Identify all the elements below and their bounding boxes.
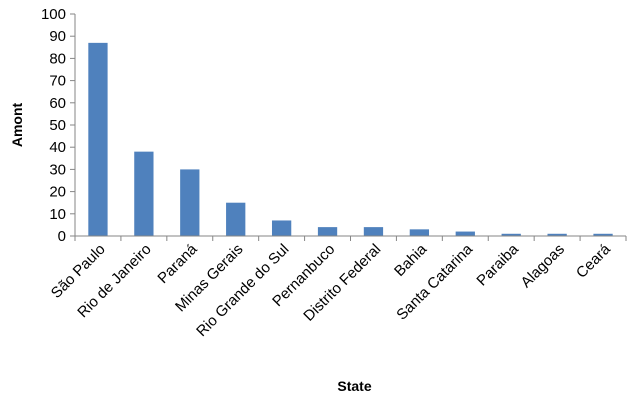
bar [88,42,108,236]
bar [180,169,200,236]
x-axis-title: State [337,378,371,394]
y-tick-label: 10 [49,206,66,223]
y-tick-label: 70 [49,73,66,90]
y-tick-label: 80 [49,50,66,67]
bar [593,233,613,236]
y-tick-label: 0 [58,228,66,245]
bar [501,233,521,236]
bar [455,231,475,236]
y-tick-label: 90 [49,28,66,45]
y-axis-ticks: 0 10 20 30 40 50 60 70 80 90 100 [41,6,75,245]
bar [317,227,338,236]
x-category-label: Bahia [391,240,431,280]
bar [226,202,246,236]
x-category-label: Paraiba [473,240,522,289]
y-tick-label: 30 [49,161,66,178]
x-category-label: Ceará [573,240,614,281]
y-tick-label: 60 [49,95,66,112]
y-tick-label: 100 [41,6,66,23]
bar [363,227,384,236]
bar [409,229,430,236]
bar [134,151,154,236]
bar [547,233,567,236]
bars [88,42,613,236]
bar [271,220,292,236]
y-tick-label: 40 [49,139,66,156]
y-tick-label: 20 [49,184,66,201]
y-axis-title: Amont [9,103,25,148]
y-tick-label: 50 [49,117,66,134]
x-category-label: Alagoas [518,241,568,291]
